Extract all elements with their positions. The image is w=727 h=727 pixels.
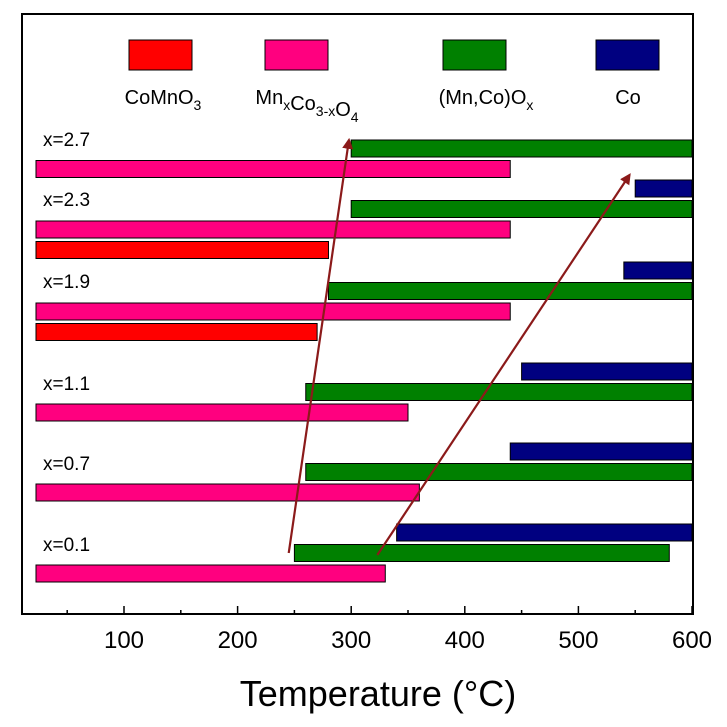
range-bar xyxy=(305,463,693,481)
group-label: x=0.1 xyxy=(43,535,90,556)
range-bar xyxy=(35,241,329,259)
range-bar xyxy=(509,442,693,461)
bars: x=2.7 x=2.3 x=1.9 x=1.1 x=0.7 x=0.1 xyxy=(35,130,693,583)
legend: CoMnO3 MnxCo3-xO4 (Mn,Co)Ox Co xyxy=(125,39,660,125)
range-bar xyxy=(327,282,693,300)
x-axis: 100 200 300 400 500 600 xyxy=(66,606,712,654)
range-bar xyxy=(35,483,420,502)
legend-label: MnxCo3-xO4 xyxy=(255,87,358,125)
legend-swatch xyxy=(442,39,507,71)
legend-swatch xyxy=(264,39,329,71)
x-tick-label: 400 xyxy=(445,627,485,654)
legend-label: (Mn,Co)Ox xyxy=(439,87,534,113)
legend-swatch xyxy=(595,39,660,71)
range-bar xyxy=(396,523,693,542)
x-tick-label: 200 xyxy=(218,627,258,654)
x-tick-label: 600 xyxy=(672,627,712,654)
range-bar xyxy=(350,200,693,218)
trend-arrow xyxy=(376,173,631,556)
range-bar xyxy=(634,179,693,198)
range-bar xyxy=(350,139,693,158)
x-tick-label: 300 xyxy=(331,627,371,654)
group-label: x=2.3 xyxy=(43,190,90,211)
range-bar xyxy=(35,323,318,341)
group-label: x=1.9 xyxy=(43,272,90,293)
plot-frame xyxy=(21,13,694,615)
x-axis-title: Temperature (°C) xyxy=(240,673,516,714)
range-bar xyxy=(293,544,670,562)
legend-swatch xyxy=(128,39,193,71)
range-bar xyxy=(35,220,511,239)
range-bar xyxy=(35,403,409,422)
group-label: x=2.7 xyxy=(43,130,90,151)
trend-arrow xyxy=(287,137,354,554)
legend-label: Co xyxy=(615,87,641,109)
range-bar xyxy=(521,362,693,381)
range-bar xyxy=(35,302,511,321)
x-tick-label: 100 xyxy=(104,627,144,654)
group-label: x=0.7 xyxy=(43,454,90,475)
x-tick-label: 500 xyxy=(558,627,598,654)
legend-label: CoMnO3 xyxy=(125,87,202,113)
range-bar xyxy=(35,564,386,583)
group-label: x=1.1 xyxy=(43,374,90,395)
trend-arrows xyxy=(287,137,631,556)
range-bar xyxy=(305,383,693,401)
range-bar xyxy=(623,261,693,280)
range-bar xyxy=(35,160,511,178)
